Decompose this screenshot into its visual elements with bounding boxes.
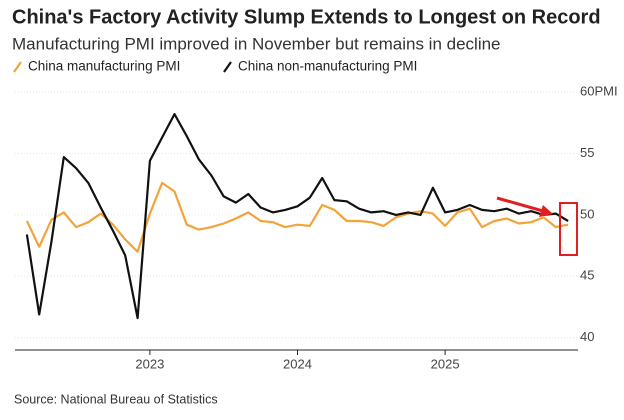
y-tick-label: 45 bbox=[580, 268, 594, 283]
series-line bbox=[25, 181, 569, 253]
x-tick-label: 2024 bbox=[283, 356, 312, 371]
x-tick-label: 2023 bbox=[135, 356, 164, 371]
source: Source: National Bureau of Statistics bbox=[14, 392, 218, 406]
legend-swatch bbox=[13, 61, 22, 73]
plot bbox=[25, 113, 569, 320]
y-tick-label: 40 bbox=[580, 329, 594, 344]
legend-label: China manufacturing PMI bbox=[28, 59, 180, 74]
legend-label: China non-manufacturing PMI bbox=[238, 59, 417, 74]
grid: 40 45 50 55 60PMI 2023 2024 2025 bbox=[15, 83, 618, 371]
legend: China manufacturing PMI China non-manufac… bbox=[13, 59, 417, 74]
y-tick-label: 60PMI bbox=[580, 83, 618, 98]
chart-subtitle: Manufacturing PMI improved in November b… bbox=[12, 34, 501, 53]
y-tick-label: 55 bbox=[580, 145, 594, 160]
arrow-head bbox=[539, 205, 553, 217]
highlight-box bbox=[559, 202, 578, 256]
x-tick-label: 2025 bbox=[431, 356, 460, 371]
annotation-arrow bbox=[496, 196, 544, 213]
y-tick-label: 50 bbox=[580, 206, 594, 221]
series-line bbox=[25, 113, 569, 320]
legend-swatch bbox=[223, 61, 232, 73]
chart-title: China's Factory Activity Slump Extends t… bbox=[12, 6, 601, 28]
